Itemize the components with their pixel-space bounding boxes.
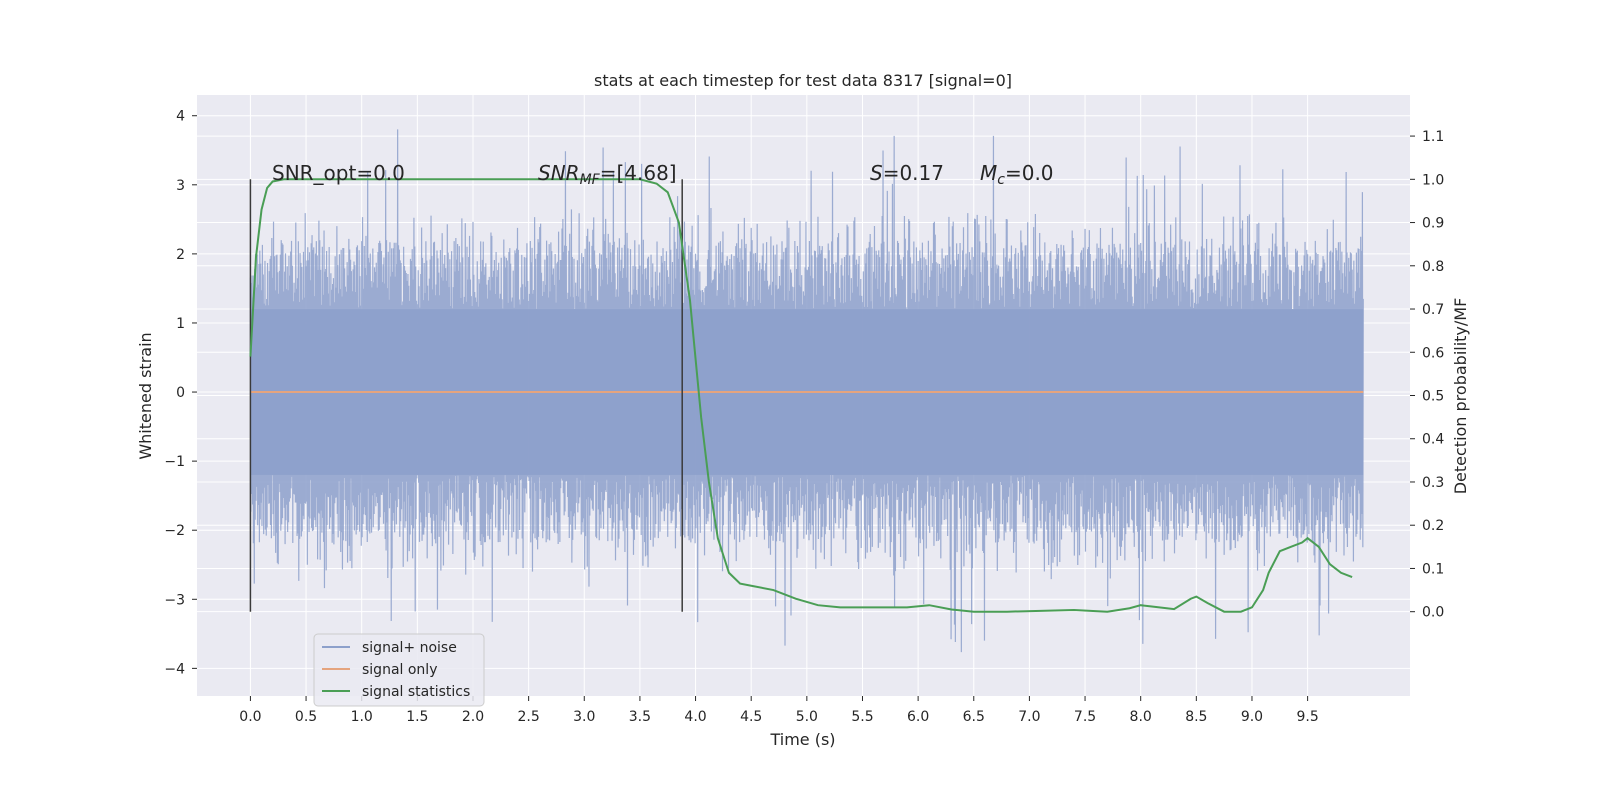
annotation-snr-mf-value: =[4.68] [600, 161, 677, 185]
x-tick-label: 6.5 [963, 709, 985, 725]
y-right-axis-label: Detection probability/MF [1451, 298, 1470, 495]
x-tick-label: 4.5 [740, 709, 762, 725]
x-tick-label: 5.0 [796, 709, 818, 725]
y-right-tick-label: 0.7 [1422, 302, 1444, 318]
x-tick-label: 4.0 [684, 709, 706, 725]
x-tick-label: 1.5 [406, 709, 428, 725]
annotation-s: S=0.17 [870, 161, 944, 185]
y-right-tick-label: 0.9 [1422, 216, 1444, 232]
signal-statistics-line [249, 178, 1353, 613]
y-right-tick-label: 0.5 [1422, 389, 1444, 405]
annotation-snr-mf: SNRMF=[4.68] [538, 161, 677, 188]
x-tick-label: 9.5 [1296, 709, 1318, 725]
y-right-tick-label: 1.1 [1422, 129, 1444, 145]
annotation-snr-opt: SNR_opt=0.0 [272, 161, 405, 185]
x-tick-label: 3.5 [629, 709, 651, 725]
x-tick-label: 0.5 [295, 709, 317, 725]
y-tick-label: −3 [164, 592, 185, 608]
series-signal-statistics [249, 178, 1353, 613]
y-right-tick-label: 0.8 [1422, 259, 1444, 275]
y-tick-label: −2 [164, 523, 185, 539]
annotation-mc-value: =0.0 [1005, 161, 1054, 185]
annotation-s-symbol: S [870, 161, 883, 185]
x-tick-label: 0.0 [239, 709, 261, 725]
y-tick-label: 2 [176, 247, 185, 263]
y-right-tick-label: 1.0 [1422, 172, 1444, 188]
y-right-tick-label: 0.6 [1422, 345, 1444, 361]
legend-label-signal-noise: signal+ noise [362, 640, 457, 656]
x-tick-label: 5.5 [851, 709, 873, 725]
legend: signal+ noise signal only signal statist… [313, 633, 485, 707]
annotation-s-value: =0.17 [883, 161, 944, 185]
annotation-mc-base: M [980, 161, 997, 185]
x-tick-label: 2.5 [517, 709, 539, 725]
legend-label-signal-only: signal only [362, 662, 437, 678]
x-tick-label: 6.0 [907, 709, 929, 725]
y-axis-ticks: −4 −3 −2 −1 0 1 2 3 4 [164, 109, 197, 677]
x-tick-label: 9.0 [1241, 709, 1263, 725]
x-tick-label: 2.0 [462, 709, 484, 725]
y-tick-label: 4 [176, 109, 185, 125]
legend-box [313, 633, 485, 707]
y-right-axis-ticks: 0.0 0.1 0.2 0.3 0.4 0.5 0.6 0.7 0.8 0.9 1.0 1.1 [1410, 129, 1444, 621]
y-tick-label: 1 [176, 316, 185, 332]
y-axis-label: Whitened strain [136, 332, 155, 459]
x-tick-label: 8.5 [1185, 709, 1207, 725]
y-tick-label: −4 [164, 661, 185, 677]
y-tick-label: 0 [176, 385, 185, 401]
annotation-snr-mf-sub: MF [580, 172, 601, 188]
y-tick-label: 3 [176, 178, 185, 194]
y-right-tick-label: 0.3 [1422, 475, 1444, 491]
y-right-tick-label: 0.1 [1422, 561, 1444, 577]
x-tick-label: 3.0 [573, 709, 595, 725]
x-tick-label: 8.0 [1130, 709, 1152, 725]
annotation-mc-sub: c [997, 172, 1005, 188]
y-right-tick-label: 0.0 [1422, 605, 1444, 621]
y-right-tick-label: 0.2 [1422, 518, 1444, 534]
x-tick-label: 7.5 [1074, 709, 1096, 725]
annotation-snr-mf-base: SNR [538, 161, 580, 185]
x-axis-label: Time (s) [769, 730, 835, 749]
legend-label-signal-statistics: signal statistics [362, 684, 470, 700]
x-tick-label: 1.0 [351, 709, 373, 725]
y-tick-label: −1 [164, 454, 185, 470]
x-tick-label: 7.0 [1018, 709, 1040, 725]
chart-title: stats at each timestep for test data 831… [594, 71, 1012, 90]
x-axis-ticks: 0.0 0.5 1.0 1.5 2.0 2.5 3.0 3.5 4.0 4.5 5.0 5.5 6.0 6… [239, 696, 1319, 725]
y-right-tick-label: 0.4 [1422, 432, 1444, 448]
annotation-mc: Mc=0.0 [980, 161, 1054, 188]
